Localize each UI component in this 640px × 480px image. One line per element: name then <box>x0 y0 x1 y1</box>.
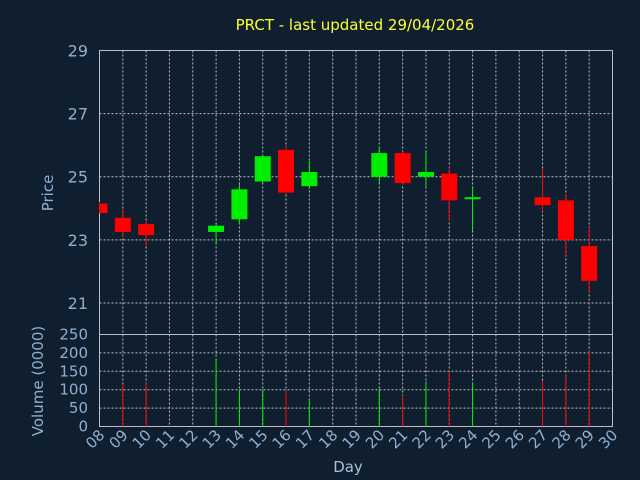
candle-body <box>557 200 574 240</box>
candle-body <box>138 224 155 236</box>
candle <box>417 151 434 187</box>
candle <box>301 160 318 188</box>
volume-tick-label: 150 <box>59 362 88 380</box>
candle-body <box>417 171 434 177</box>
price-tick-label: 23 <box>68 231 88 250</box>
candle <box>557 194 574 256</box>
candle <box>138 220 155 247</box>
x-axis-label: Day <box>333 458 363 476</box>
candle <box>441 167 458 221</box>
price-tick-label: 25 <box>68 168 88 187</box>
volume-tick-label: 200 <box>59 344 88 362</box>
candle-body <box>254 156 271 182</box>
candle <box>464 187 481 231</box>
candle <box>254 156 271 184</box>
candle <box>394 151 411 185</box>
price-axis-ticks: 21 23 25 27 29 <box>68 42 88 313</box>
candle-body <box>581 246 598 281</box>
candles <box>99 145 598 294</box>
candle-body <box>231 189 248 220</box>
candle <box>534 168 551 212</box>
candle <box>278 145 295 195</box>
candle-body <box>301 171 318 187</box>
volume-tick-label: 250 <box>59 326 88 344</box>
volume-tick-label: 0 <box>78 418 88 436</box>
candle-body <box>464 197 481 200</box>
price-axis-label: Price <box>39 175 57 212</box>
chart-title: PRCT - last updated 29/04/2026 <box>236 16 475 34</box>
plot-frames <box>99 50 613 427</box>
candle <box>99 201 108 214</box>
candle-body <box>114 217 131 232</box>
volume-tick-label: 50 <box>69 399 88 417</box>
volume-bars <box>122 351 590 427</box>
candle <box>581 227 598 294</box>
candle <box>114 208 131 237</box>
price-tick-label: 21 <box>68 294 88 313</box>
volume-panel-frame <box>99 334 613 427</box>
candle-body <box>394 153 411 184</box>
price-tick-label: 27 <box>68 105 88 124</box>
candle <box>371 146 388 184</box>
volume-axis-label: Volume (0000) <box>29 326 47 436</box>
candle-body <box>534 197 551 206</box>
x-axis-ticks: 0809101112131415161718192021222324252627… <box>82 426 621 452</box>
candle-body <box>99 203 108 214</box>
candle-body <box>441 173 458 201</box>
candle-body <box>371 153 388 177</box>
candle <box>231 184 248 225</box>
candle <box>208 224 225 243</box>
candle-body <box>208 225 225 232</box>
price-tick-label: 29 <box>68 42 88 61</box>
volume-tick-label: 100 <box>59 381 88 399</box>
candle-body <box>278 149 295 193</box>
